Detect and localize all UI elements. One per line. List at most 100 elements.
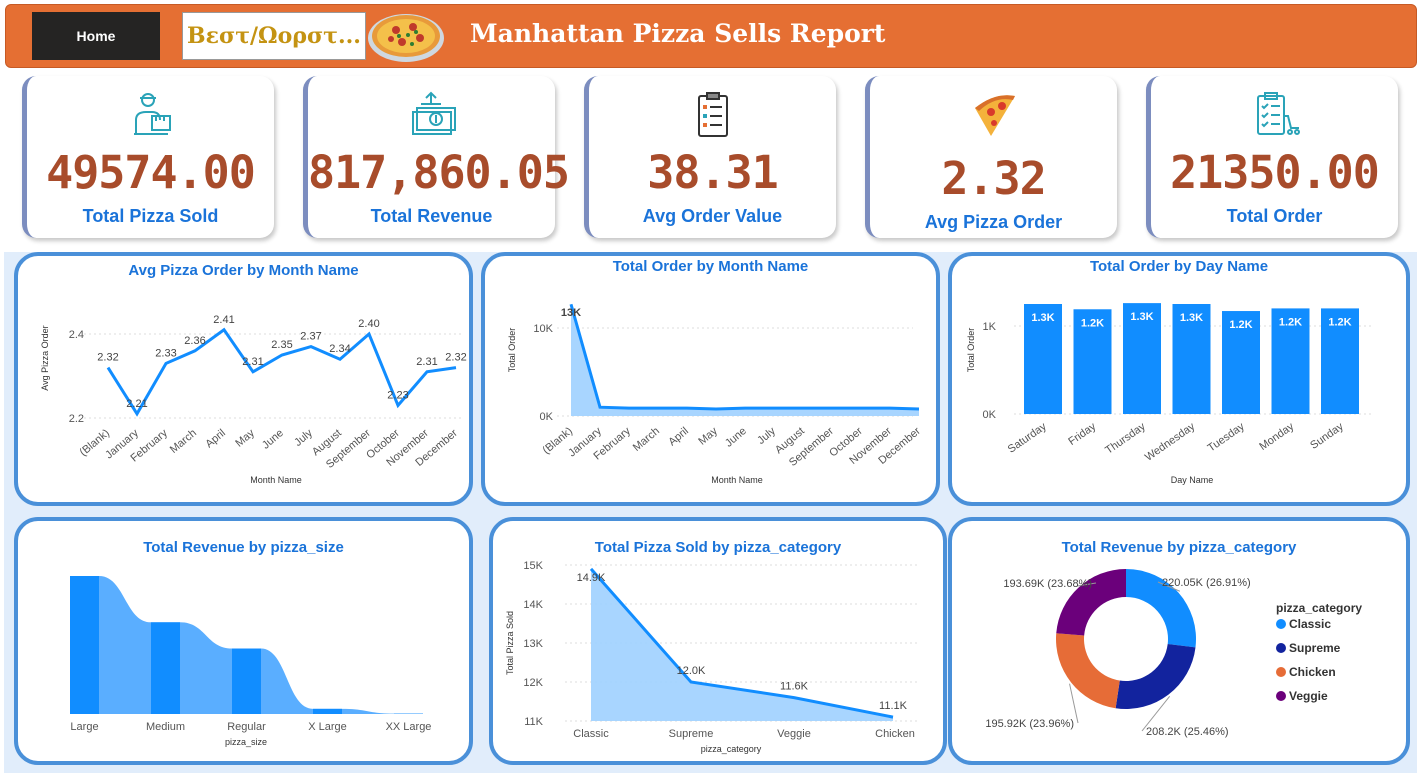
x-tick-label: May xyxy=(233,427,257,450)
y-axis-label: Avg Pizza Order xyxy=(40,325,50,390)
kpi-value: 49574.00 xyxy=(46,146,256,199)
chart-total-order-by-month[interactable]: Total Order by Month Name 0K 10K 13K (Blank… xyxy=(481,252,940,506)
data-label: 1.2K xyxy=(1328,316,1351,328)
x-axis-label: pizza_category xyxy=(701,744,762,754)
kpi-value: 817,860.05 xyxy=(308,146,570,199)
chart-title: Total Pizza Sold by pizza_category xyxy=(594,539,842,556)
donut-slice xyxy=(1115,644,1196,709)
data-label: 1.2K xyxy=(1081,317,1104,329)
kpi-card-total-order: 21350.00 Total Order xyxy=(1146,76,1398,238)
pizza-slice-icon xyxy=(974,95,1015,136)
header-bar: Home Βεστ/Ωορστ... Manhattan Pizza Sells… xyxy=(5,4,1417,68)
donut-slice xyxy=(1126,569,1196,648)
leader-line xyxy=(1069,683,1079,724)
data-label: 195.92K (23.96%) xyxy=(985,718,1074,730)
data-label: 2.33 xyxy=(155,347,176,359)
leader-line xyxy=(1077,582,1097,587)
data-label: 11.1K xyxy=(879,700,908,712)
kpi-card-avg-order-value: 38.31 Avg Order Value xyxy=(584,76,836,238)
x-tick-label: Veggie xyxy=(777,728,811,740)
series-line xyxy=(106,327,457,417)
home-button[interactable]: Home xyxy=(32,12,160,60)
x-tick-label: April xyxy=(203,427,228,450)
bar xyxy=(232,648,261,714)
x-tick-label: April xyxy=(666,425,691,448)
checklist-icon xyxy=(1256,92,1300,135)
data-label: 2.41 xyxy=(213,314,234,326)
x-tick-label: Monday xyxy=(1257,420,1296,453)
data-label: 12.0K xyxy=(677,665,706,677)
data-label: 2.21 xyxy=(126,398,147,410)
x-axis-label: Month Name xyxy=(250,475,302,485)
money-icon xyxy=(411,91,456,135)
y-tick-label: 13K xyxy=(523,638,543,650)
x-tick-label: Regular xyxy=(227,721,266,733)
x-tick-label: Classic xyxy=(573,728,609,740)
y-tick-label: 0K xyxy=(540,411,554,423)
data-label: 14.9K xyxy=(577,572,606,584)
x-axis-label: Day Name xyxy=(1171,475,1214,485)
chart-title: Avg Pizza Order by Month Name xyxy=(128,262,359,279)
x-tick-label: XX Large xyxy=(386,721,432,733)
chart-revenue-by-category[interactable]: Total Revenue by pizza_category 220.05K … xyxy=(948,517,1410,765)
chart-pizza-sold-by-category[interactable]: Total Pizza Sold by pizza_category 11K 12… xyxy=(489,517,947,765)
y-tick-label: 12K xyxy=(523,677,543,689)
data-label: 2.34 xyxy=(329,343,350,355)
data-label: 2.32 xyxy=(97,352,118,364)
bar xyxy=(1321,308,1359,414)
legend-marker xyxy=(1276,691,1286,701)
series-line xyxy=(589,567,894,719)
delivery-person-icon xyxy=(133,93,171,135)
data-label: 1.3K xyxy=(1031,312,1054,324)
leader-line xyxy=(1141,695,1171,732)
bar xyxy=(1222,311,1260,414)
data-label: 2.31 xyxy=(416,356,437,368)
kpi-label: Total Revenue xyxy=(370,206,493,226)
series-area xyxy=(591,568,893,721)
leader-line xyxy=(1157,581,1181,592)
kpi-value: 38.31 xyxy=(647,146,778,199)
y-axis-label: Total Pizza Sold xyxy=(505,611,515,675)
y-tick-label: 15K xyxy=(523,560,543,572)
area-chart-svg: 11K 12K 13K 14K 15K 14.9K Classic 12.0K Supreme 1… xyxy=(505,560,917,754)
x-tick-label: Supreme xyxy=(669,728,714,740)
x-tick-label: June xyxy=(260,427,286,452)
kpi-label: Avg Pizza Order xyxy=(924,212,1063,232)
data-label: 220.05K (26.91%) xyxy=(1162,577,1251,589)
data-label: 13K xyxy=(561,307,581,319)
x-tick-label: Thursday xyxy=(1103,420,1148,456)
legend-item: Supreme xyxy=(1289,641,1341,655)
y-tick-label: 1K xyxy=(983,321,997,333)
kpi-card-total-pizza-sold: 49574.00 Total Pizza Sold xyxy=(22,76,274,238)
x-tick-label: Wednesday xyxy=(1143,420,1198,463)
best-worst-button[interactable]: Βεστ/Ωορστ... xyxy=(182,12,366,60)
pizza-logo-icon xyxy=(368,14,444,62)
legend-item: Veggie xyxy=(1289,689,1328,703)
chart-title: Total Revenue by pizza_size xyxy=(143,539,344,556)
chart-total-order-by-day[interactable]: Total Order by Day Name 0K 1K 1.3K Saturday… xyxy=(948,252,1410,506)
x-tick-label: Chicken xyxy=(875,728,915,740)
legend-marker xyxy=(1276,667,1286,677)
series-line xyxy=(569,303,920,411)
x-tick-label: Friday xyxy=(1066,420,1098,448)
report-title: Manhattan Pizza Sells Report xyxy=(470,19,886,48)
x-tick-label: Sunday xyxy=(1308,420,1346,452)
x-tick-label: Tuesday xyxy=(1206,420,1248,454)
chart-title: Total Revenue by pizza_category xyxy=(1061,539,1297,556)
y-axis-label: Total Order xyxy=(966,328,976,373)
legend-item: Chicken xyxy=(1289,665,1336,679)
x-tick-label: July xyxy=(755,425,778,447)
data-label: 1.3K xyxy=(1130,311,1153,323)
kpi-card-total-revenue: 817,860.05 Total Revenue xyxy=(303,76,570,238)
x-axis-label: Month Name xyxy=(711,475,763,485)
bar xyxy=(1172,304,1211,414)
y-tick-label: 10K xyxy=(533,323,553,335)
chart-revenue-by-size[interactable]: Total Revenue by pizza_size Large Medium R… xyxy=(14,517,473,765)
chart-title: Total Order by Day Name xyxy=(1089,258,1269,275)
data-label: 2.36 xyxy=(184,335,205,347)
data-label: 193.69K (23.68%) xyxy=(1003,578,1092,590)
chart-avg-pizza-order-by-month[interactable]: Avg Pizza Order by Month Name 2.2 2.4 2.32… xyxy=(14,252,473,506)
data-label: 1.3K xyxy=(1180,312,1203,324)
legend-item: Classic xyxy=(1289,617,1331,631)
